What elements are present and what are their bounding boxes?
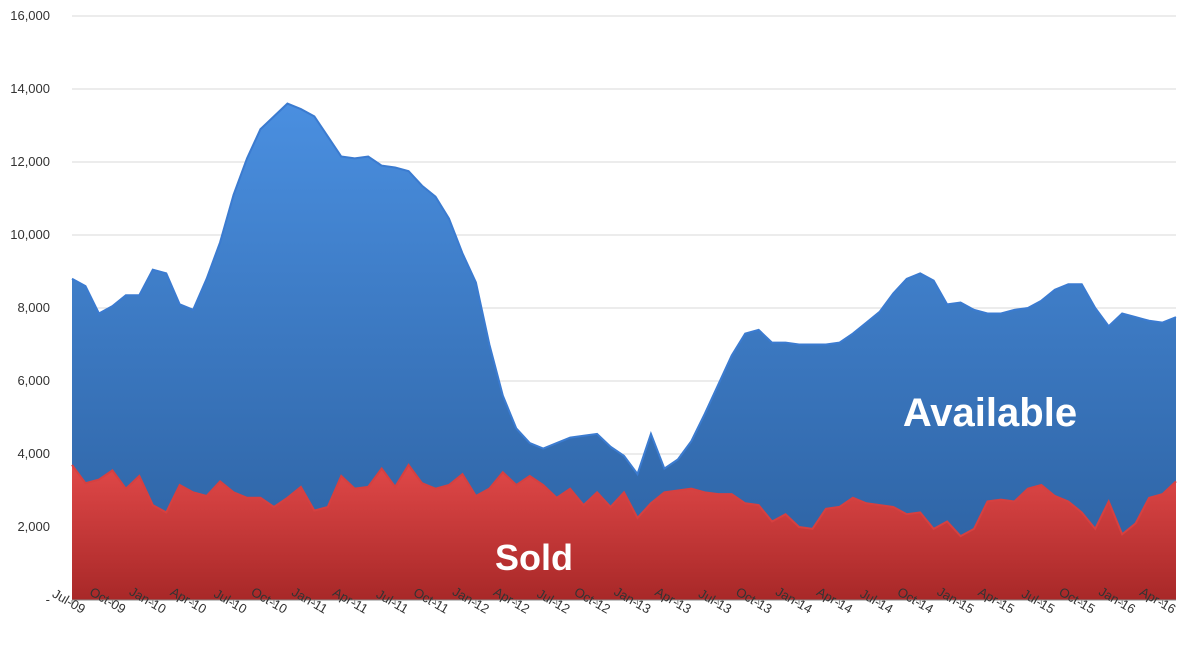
area-edge (71, 102, 1177, 477)
y-tick-label: - (46, 592, 50, 607)
series-label: Available (903, 391, 1077, 435)
y-tick-label: 10,000 (10, 227, 50, 242)
y-tick-label: 2,000 (17, 519, 50, 534)
y-tick-label: 4,000 (17, 446, 50, 461)
y-tick-label: 16,000 (10, 8, 50, 23)
series-label: Sold (495, 537, 573, 578)
area-edge (71, 463, 1177, 538)
y-tick-label: 12,000 (10, 154, 50, 169)
y-tick-label: 14,000 (10, 81, 50, 96)
area-fill (72, 103, 1176, 600)
y-tick-label: 6,000 (17, 373, 50, 388)
area-fill (72, 464, 1176, 600)
y-tick-label: 8,000 (17, 300, 50, 315)
